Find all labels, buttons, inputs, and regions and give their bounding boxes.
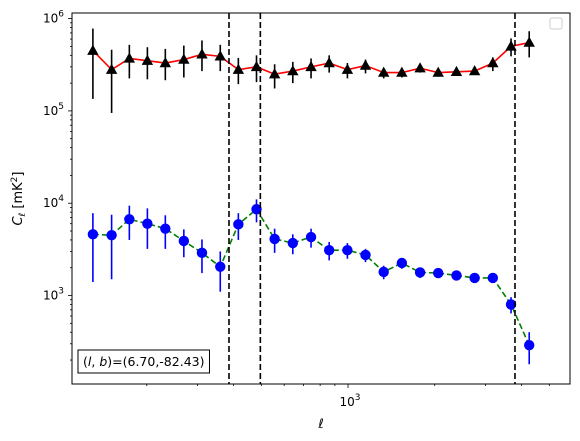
series-0-point-5 [178,53,190,64]
series-1-point-2 [124,214,135,225]
y-tick-label: 104 [43,194,64,210]
y-tick-label: 105 [43,102,64,118]
series-1-point-21 [469,272,480,284]
series-0-point-3 [141,54,154,65]
series-0-point-10 [268,68,281,79]
series-0-point-22 [487,57,499,68]
series-1-point-13 [323,244,335,256]
data-layer [87,28,535,365]
series-0-point-16 [377,66,390,77]
series-1-point-11 [287,237,299,249]
series-1-point-18 [414,267,426,278]
series-1-point-5 [178,235,190,247]
series-1-point-7 [215,261,226,272]
y-tick-label: 106 [43,10,64,26]
series-0-point-8 [232,63,245,74]
series-1-point-3 [142,218,153,229]
series-0-point-4 [159,57,172,68]
series-0-point-13 [323,57,335,68]
series-1-point-22 [487,272,499,284]
series-1-point-14 [342,244,353,256]
series-0-point-2 [123,52,136,63]
series-1-point-12 [305,231,317,243]
series-1-point-0 [87,229,99,240]
vertical-lines [228,13,516,384]
series-0-point-12 [305,60,317,72]
series-1-point-15 [360,249,371,261]
series-1-point-20 [451,270,462,281]
series-1-point-17 [396,257,408,269]
y-axis-label: Cℓ [mK2] [10,171,28,225]
series-0-point-14 [341,63,354,74]
series-0-point-6 [196,48,208,59]
series-0-point-7 [214,50,226,61]
x-tick-label: 103 [340,393,361,409]
series-0-point-17 [396,66,408,77]
annotation-text: (l, b)=(6.70,-82.43) [83,354,204,369]
series-1-point-6 [196,247,208,259]
series-0-point-9 [250,60,263,72]
series-0-point-0 [87,44,99,55]
series-1-point-23 [505,299,517,310]
series-0-point-11 [287,65,299,76]
plot-frame [71,12,571,385]
series-0-point-24 [523,36,535,47]
axis-ticks: 103 104 105 106 103 [43,10,550,409]
series-0 [87,28,535,113]
series-0-point-15 [359,59,372,70]
y-tick-label: 103 [43,287,64,303]
annotation-box [77,349,210,374]
series-1-point-16 [378,266,389,278]
series-1-point-10 [269,233,280,245]
series-1-point-1 [106,230,117,241]
series-0-point-23 [505,40,517,51]
x-axis-label: ℓ [317,417,323,432]
series-0-point-20 [450,65,463,77]
series-0-point-1 [105,63,118,74]
series-0-point-18 [414,62,426,73]
series-1-point-4 [160,223,171,234]
legend-box [549,17,563,30]
series-0-point-21 [468,65,481,76]
series-1-point-8 [233,219,244,230]
series-1-point-19 [433,267,444,279]
coordinates-annotation: (l, b)=(6.70,-82.43) [77,349,210,374]
series-1-point-24 [524,339,535,351]
series-0-point-19 [432,66,444,77]
series-1-point-9 [251,204,262,215]
series-1 [87,199,535,365]
